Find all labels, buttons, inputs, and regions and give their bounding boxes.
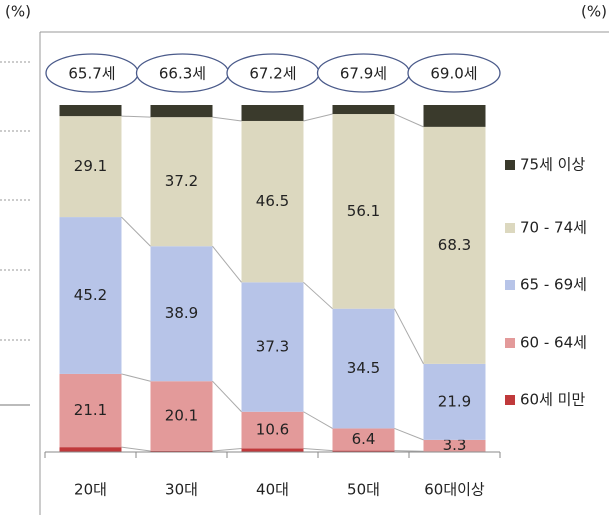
- average-age: 65.7세: [68, 65, 115, 83]
- legend-label: 70 - 74세: [520, 219, 587, 237]
- data-label: 68.3: [438, 236, 471, 254]
- legend-swatch: [505, 223, 515, 233]
- data-label: 45.2: [74, 286, 107, 304]
- legend-swatch: [505, 160, 515, 170]
- data-label: 37.3: [256, 338, 289, 356]
- bar-segment: [241, 282, 304, 412]
- data-label: 37.2: [165, 172, 198, 190]
- connector-line: [303, 448, 333, 452]
- x-tick-label: 20대: [74, 481, 107, 499]
- legend-label: 65 - 69세: [520, 276, 587, 294]
- data-label: 29.1: [74, 157, 107, 175]
- data-label: 20.1: [165, 407, 198, 425]
- bar-segment: [59, 217, 122, 374]
- x-tick-label: 40대: [256, 481, 289, 499]
- legend-label: 60 - 64세: [520, 334, 587, 352]
- legend-swatch: [505, 395, 515, 405]
- connector-line: [121, 115, 151, 118]
- left-partial-chart: [0, 61, 30, 341]
- connector-line: [212, 380, 242, 413]
- x-tick-label: 30대: [165, 481, 198, 499]
- connector-line: [212, 245, 242, 283]
- connector-line: [394, 427, 424, 441]
- bar-segment: [59, 105, 122, 117]
- legend-swatch: [505, 280, 515, 290]
- bar-segment: [150, 105, 213, 118]
- connector-line: [303, 411, 333, 429]
- connector-line: [394, 113, 424, 128]
- bar-segment: [332, 428, 395, 451]
- bar-segment: [423, 363, 486, 440]
- bar-segment: [332, 308, 395, 429]
- bar-segment: [241, 448, 304, 452]
- bar-segment: [241, 120, 304, 283]
- data-label: 3.3: [443, 436, 467, 454]
- bar-segment: [150, 117, 213, 247]
- average-age: 69.0세: [430, 65, 477, 83]
- bar-segment: [150, 450, 213, 452]
- data-label: 6.4: [352, 430, 376, 448]
- legend-swatch: [505, 338, 515, 348]
- connector-line: [212, 448, 242, 452]
- bar-segment: [150, 246, 213, 382]
- data-label: 56.1: [347, 202, 380, 220]
- data-label: 38.9: [165, 304, 198, 322]
- bar-segment: [423, 126, 486, 364]
- connector-line: [394, 308, 424, 365]
- average-age: 67.9세: [340, 65, 387, 83]
- data-label: 34.5: [347, 359, 380, 377]
- legend-label: 60세 미만: [520, 391, 585, 409]
- bar-segment: [150, 381, 213, 451]
- bar-segment: [59, 447, 122, 452]
- x-tick-label: 60대이상: [424, 481, 485, 499]
- bar-segment: [59, 116, 122, 218]
- data-label: 21.1: [74, 401, 107, 419]
- connector-line: [394, 450, 424, 452]
- bar-segment: [332, 114, 395, 309]
- bar-segment: [59, 373, 122, 448]
- data-label: 21.9: [438, 392, 471, 410]
- legend-label: 75세 이상: [520, 156, 585, 174]
- average-age: 66.3세: [159, 65, 206, 83]
- bar-segment: [332, 105, 395, 115]
- connector-line: [303, 281, 333, 310]
- data-label: 10.6: [256, 421, 289, 439]
- connector-line: [121, 373, 151, 382]
- connector-line: [212, 116, 242, 122]
- bar-segment: [423, 105, 486, 127]
- average-age: 67.2세: [249, 65, 296, 83]
- bar-segment: [332, 450, 395, 452]
- bar-segment: [241, 411, 304, 449]
- age-ellipse: [407, 53, 501, 93]
- unit-label: (%): [5, 3, 31, 21]
- unit-label: (%): [581, 3, 607, 21]
- x-tick-label: 50대: [347, 481, 380, 499]
- connector-line: [303, 113, 333, 122]
- connector-line: [121, 446, 151, 452]
- connector-line: [121, 216, 151, 247]
- bar-segment: [423, 439, 486, 452]
- data-label: 46.5: [256, 192, 289, 210]
- bar-segment: [241, 105, 304, 121]
